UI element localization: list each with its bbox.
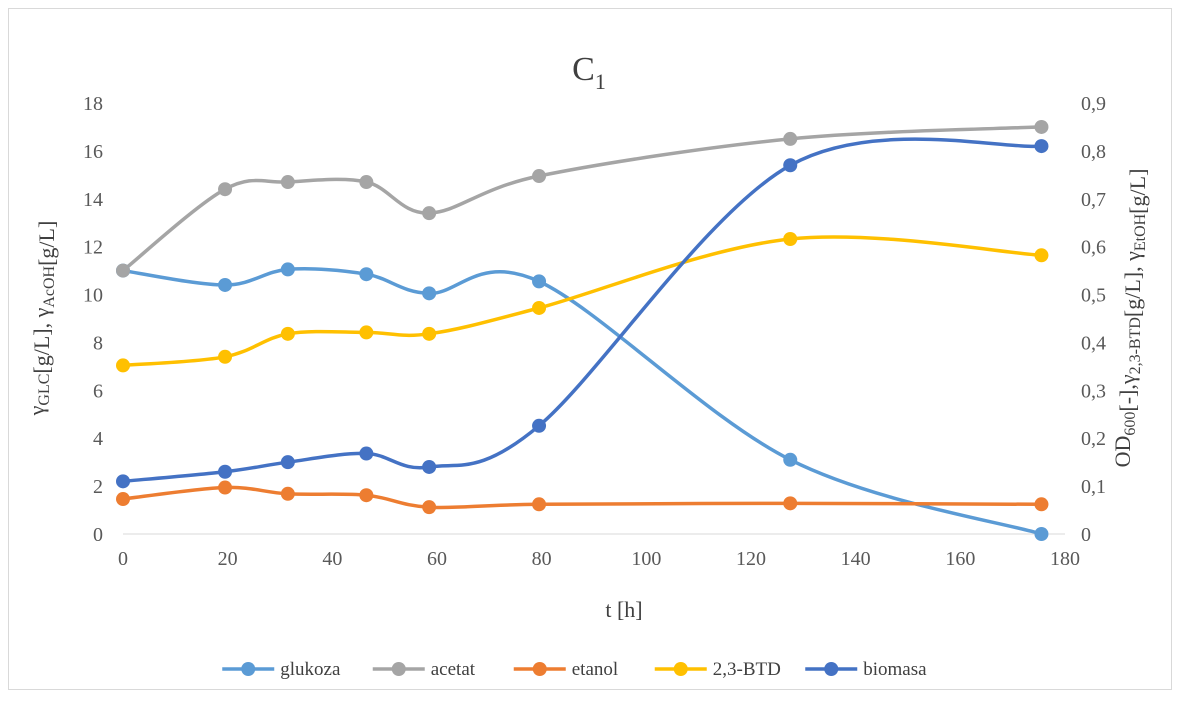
data-point-biomasa [783, 158, 798, 173]
y-left-tick-label: 10 [83, 285, 103, 307]
y-left-tick-label: 18 [83, 93, 103, 115]
x-tick-label: 160 [945, 548, 975, 570]
data-point-biomasa [422, 459, 437, 474]
legend-label-acetat: acetat [431, 659, 476, 680]
x-tick-label: 60 [427, 548, 447, 570]
x-tick-label: 20 [218, 548, 238, 570]
legend-marker-acetat [391, 662, 406, 676]
data-point-2-3-btd [359, 325, 374, 340]
data-point-2-3-btd [280, 326, 295, 341]
data-point-acetat [422, 206, 437, 221]
chart-title: C1 [572, 51, 606, 94]
data-point-glukoza [783, 452, 798, 467]
series-line-glukoza [121, 267, 1044, 536]
legend-label-biomasa: biomasa [863, 659, 927, 680]
tick-labels: 0 20 40 60 80 100 120 140 160 1800246810121416180… [83, 93, 1106, 570]
data-point-2-3-btd [116, 358, 130, 373]
x-tick-label: 40 [322, 548, 342, 570]
x-tick-label: 120 [736, 548, 766, 570]
y-axis-left-title: γGLC[g/L], γAcOH[g/L] [24, 221, 59, 417]
legend-marker-biomasa [824, 662, 839, 676]
y-left-tick-label: 6 [93, 380, 103, 402]
data-point-acetat [116, 263, 130, 278]
legend-marker-2-3-btd [673, 662, 688, 676]
x-tick-label: 180 [1050, 548, 1080, 570]
data-point-2-3-btd [532, 300, 547, 315]
x-tick-label: 100 [631, 548, 661, 570]
y-right-tick-label: 0 [1081, 524, 1091, 546]
legend-label-glukoza: glukoza [280, 659, 341, 680]
data-point-etanol [1034, 497, 1049, 512]
data-point-biomasa [359, 446, 374, 461]
legend: glukoza acetat etanol 2,3-BTD biomasa [222, 659, 927, 680]
y-left-tick-label: 0 [93, 524, 103, 546]
data-point-glukoza [359, 267, 374, 282]
x-axis-title: t [h] [605, 597, 642, 622]
y-left-tick-label: 2 [93, 476, 103, 498]
data-point-glukoza [218, 277, 233, 292]
data-point-acetat [359, 175, 374, 190]
y-right-tick-label: 0,9 [1081, 93, 1106, 115]
legend-label-etanol: etanol [572, 659, 618, 680]
series-line-acetat [121, 125, 1044, 273]
legend-marker-glukoza [241, 662, 256, 676]
y-right-tick-label: 0,5 [1081, 285, 1106, 307]
data-point-etanol [218, 480, 233, 495]
legend-marker-etanol [532, 662, 547, 676]
y-left-tick-label: 4 [93, 428, 103, 450]
data-point-glukoza [280, 262, 295, 277]
data-point-glukoza [532, 274, 547, 289]
data-point-biomasa [280, 455, 295, 470]
y-right-tick-label: 0,1 [1081, 476, 1106, 498]
y-right-tick-label: 0,4 [1081, 332, 1106, 354]
data-point-etanol [116, 492, 130, 507]
data-point-acetat [1034, 119, 1049, 134]
y-left-tick-label: 8 [93, 332, 103, 354]
y-right-tick-label: 0,8 [1081, 141, 1106, 163]
y-right-tick-label: 0,2 [1081, 428, 1106, 450]
data-point-etanol [783, 496, 798, 511]
data-point-2-3-btd [1034, 248, 1049, 263]
data-point-biomasa [218, 464, 233, 479]
data-point-2-3-btd [218, 349, 233, 364]
chart-frame [8, 8, 1172, 690]
y-left-tick-label: 16 [83, 141, 103, 163]
series-points [116, 119, 1049, 541]
data-point-biomasa [116, 474, 130, 489]
data-point-etanol [422, 500, 437, 515]
data-point-acetat [218, 182, 233, 197]
x-tick-label: 140 [841, 548, 871, 570]
y-left-tick-label: 14 [83, 189, 103, 211]
x-tick-label: 0 [118, 548, 128, 570]
legend-label-2-3-btd: 2,3-BTD [713, 659, 781, 680]
data-point-acetat [280, 175, 295, 190]
y-right-tick-label: 0,7 [1081, 189, 1106, 211]
data-point-etanol [532, 497, 547, 512]
series-line-etanol [121, 485, 1044, 510]
data-point-acetat [783, 131, 798, 146]
data-point-glukoza [422, 286, 437, 301]
series-line-2-3-btd [121, 235, 1044, 368]
y-right-tick-label: 0,3 [1081, 380, 1106, 402]
y-left-tick-label: 12 [83, 237, 103, 259]
x-tick-label: 80 [532, 548, 552, 570]
series-lines [121, 125, 1044, 536]
data-point-2-3-btd [422, 326, 437, 341]
data-point-biomasa [532, 418, 547, 433]
y-axis-right-title: OD600[-],γ2,3-BTD[g/L], γEtOH[g/L] [1110, 169, 1150, 468]
series-line-biomasa [121, 137, 1044, 484]
data-point-2-3-btd [783, 232, 798, 247]
data-point-biomasa [1034, 139, 1049, 154]
data-point-glukoza [1034, 527, 1049, 541]
y-right-tick-label: 0,6 [1081, 237, 1106, 259]
data-point-etanol [359, 488, 374, 503]
data-point-etanol [280, 486, 295, 501]
data-point-acetat [532, 169, 547, 184]
